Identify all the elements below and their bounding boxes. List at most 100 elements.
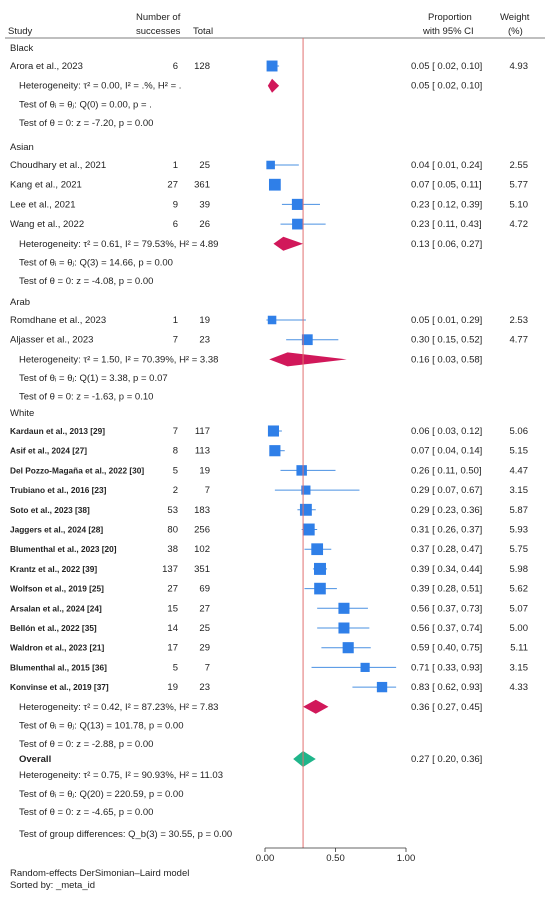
study-label: Soto et al., 2023 [38] <box>10 505 90 515</box>
subgroup-zero-test: Test of θ = 0: z = -1.63, p = 0.10 <box>19 392 153 403</box>
study-label: Wang et al., 2022 <box>10 219 84 230</box>
study-marker <box>299 503 312 516</box>
study-marker <box>338 622 350 634</box>
study-marker <box>301 334 313 346</box>
header-study: Study <box>8 26 33 37</box>
study-label: Bellón et al., 2022 [35] <box>10 623 97 633</box>
study-total: 183 <box>194 505 210 516</box>
overall-diamond <box>293 751 316 767</box>
study-total: 7 <box>205 485 210 496</box>
study-total: 25 <box>199 160 210 171</box>
study-weight: 4.47 <box>510 465 529 476</box>
study-marker <box>376 681 388 693</box>
study-ci-text: 0.23 [ 0.12, 0.39] <box>411 199 482 210</box>
study-ci-text: 0.29 [ 0.07, 0.67] <box>411 485 482 496</box>
study-label: Arsalan et al., 2024 [24] <box>10 603 102 613</box>
study-label: Jaggers et al., 2024 [28] <box>10 525 103 535</box>
study-marker <box>296 465 307 476</box>
subgroup-homogeneity-test: Test of θᵢ = θⱼ: Q(1) = 3.38, p = 0.07 <box>19 373 168 384</box>
study-marker <box>314 562 326 575</box>
study-total: 361 <box>194 180 210 191</box>
study-successes: 53 <box>167 505 178 516</box>
subgroup-ci-text: 0.16 [ 0.03, 0.58] <box>411 354 482 365</box>
header-weight-line1: Weight <box>500 12 530 23</box>
study-successes: 2 <box>173 485 178 496</box>
study-total: 351 <box>194 564 210 575</box>
study-total: 19 <box>199 465 210 476</box>
study-weight: 5.00 <box>510 623 529 634</box>
study-successes: 27 <box>167 584 178 595</box>
overall-label: Overall <box>19 754 51 765</box>
header-ci-line2: with 95% CI <box>422 26 474 37</box>
study-weight: 5.62 <box>510 584 529 595</box>
study-weight: 5.10 <box>510 199 529 210</box>
study-weight: 3.15 <box>510 485 529 496</box>
study-total: 69 <box>199 584 210 595</box>
subgroup-diamond <box>267 78 280 93</box>
overall-homogeneity-test: Test of θᵢ = θⱼ: Q(20) = 220.59, p = 0.0… <box>19 789 184 800</box>
study-label: Wolfson et al., 2019 [25] <box>10 584 104 594</box>
subgroup-diamond <box>269 352 347 367</box>
study-label: Blumenthal al., 2015 [36] <box>10 662 107 672</box>
study-ci-text: 0.56 [ 0.37, 0.73] <box>411 603 482 614</box>
study-weight: 4.77 <box>510 335 529 346</box>
study-total: 102 <box>194 544 210 555</box>
study-ci-text: 0.31 [ 0.26, 0.37] <box>411 525 482 536</box>
study-label: Konvinse et al., 2019 [37] <box>10 682 109 692</box>
x-tick-label: 1.00 <box>397 853 416 864</box>
study-marker <box>314 582 326 595</box>
study-successes: 6 <box>173 219 178 230</box>
subgroup-homogeneity-test: Test of θᵢ = θⱼ: Q(0) = 0.00, p = . <box>19 99 152 110</box>
study-weight: 5.06 <box>510 426 529 437</box>
study-label: Trubiano et al., 2016 [23] <box>10 485 107 495</box>
header-successes-line1: Number of <box>136 12 181 23</box>
study-weight: 4.72 <box>510 219 529 230</box>
study-successes: 7 <box>173 426 178 437</box>
study-marker <box>311 543 324 556</box>
x-tick-label: 0.00 <box>256 853 275 864</box>
study-label: Kang et al., 2021 <box>10 180 82 191</box>
subgroup-homogeneity-test: Test of θᵢ = θⱼ: Q(3) = 14.66, p = 0.00 <box>19 257 173 268</box>
study-weight: 2.53 <box>510 315 529 326</box>
subgroup-heterogeneity: Heterogeneity: τ² = 1.50, I² = 70.39%, H… <box>19 354 218 365</box>
study-ci-text: 0.71 [ 0.33, 0.93] <box>411 662 482 673</box>
study-label: Romdhane et al., 2023 <box>10 315 106 326</box>
study-label: Krantz et al., 2022 [39] <box>10 564 97 574</box>
study-total: 19 <box>199 315 210 326</box>
study-successes: 17 <box>167 643 178 654</box>
study-ci-text: 0.04 [ 0.01, 0.24] <box>411 160 482 171</box>
footer-model-note: Random-effects DerSimonian–Laird model <box>10 868 189 879</box>
study-label: Waldron et al., 2023 [21] <box>10 643 104 653</box>
study-total: 25 <box>199 623 210 634</box>
study-total: 256 <box>194 525 210 536</box>
study-weight: 2.55 <box>510 160 529 171</box>
study-total: 39 <box>199 199 210 210</box>
study-successes: 5 <box>173 465 178 476</box>
study-marker <box>269 445 281 457</box>
study-weight: 5.77 <box>510 180 529 191</box>
study-label: Kardaun et al., 2013 [29] <box>10 426 105 436</box>
study-marker <box>360 662 370 672</box>
study-successes: 7 <box>173 335 178 346</box>
study-marker <box>302 523 315 536</box>
study-marker <box>267 315 277 325</box>
study-weight: 5.87 <box>510 505 529 516</box>
study-label: Lee et al., 2021 <box>10 199 76 210</box>
study-ci-text: 0.59 [ 0.40, 0.75] <box>411 643 482 654</box>
study-marker <box>301 485 311 495</box>
study-total: 113 <box>195 446 210 457</box>
group-differences-test: Test of group differences: Q_b(3) = 30.5… <box>19 829 232 840</box>
study-successes: 137 <box>162 564 178 575</box>
subgroup-heterogeneity: Heterogeneity: τ² = 0.42, I² = 87.23%, H… <box>19 702 218 713</box>
study-total: 23 <box>199 335 210 346</box>
subgroup-title: Black <box>10 43 33 54</box>
x-axis: 0.00 0.50 1.00 <box>256 847 416 864</box>
study-weight: 5.75 <box>510 544 529 555</box>
study-marker <box>267 425 279 437</box>
study-total: 7 <box>205 662 210 673</box>
study-successes: 19 <box>167 682 178 693</box>
subgroup-diamond <box>303 699 329 714</box>
study-marker <box>266 60 278 72</box>
